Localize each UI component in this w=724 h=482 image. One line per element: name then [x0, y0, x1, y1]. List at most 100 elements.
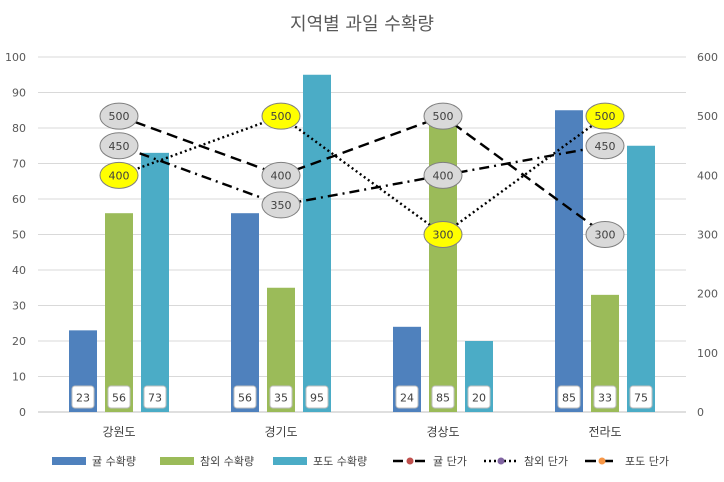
legend-marker — [497, 457, 505, 465]
line-label: 500 — [433, 110, 454, 123]
line-label: 500 — [109, 110, 130, 123]
legend-swatch — [273, 457, 307, 465]
category-label: 경상도 — [426, 425, 459, 439]
bar-label-box — [305, 385, 329, 409]
line-label: 400 — [109, 169, 130, 182]
bar-label-box — [71, 385, 95, 409]
bar-label: 33 — [598, 392, 612, 405]
bar — [105, 213, 133, 412]
right-tick-label: 100 — [697, 347, 718, 360]
line-series-path — [118, 114, 606, 236]
bar-label-box — [557, 385, 581, 409]
line-label-bubble — [99, 132, 139, 160]
left-tick-label: 60 — [12, 193, 26, 206]
legend-marker — [598, 457, 606, 465]
left-tick-label: 20 — [12, 335, 26, 348]
bar-label: 20 — [472, 392, 486, 405]
line-label-bubble — [585, 221, 625, 248]
bar — [429, 110, 457, 412]
bar-label-box — [395, 385, 419, 409]
left-tick-label: 30 — [12, 300, 26, 313]
legend-label: 포도 단가 — [625, 455, 669, 468]
bar-label: 85 — [436, 392, 450, 405]
bar-label: 75 — [634, 392, 648, 405]
legend-marker — [406, 457, 414, 465]
legend: 귤 수확량 참외 수확량 포도 수확량 귤 단가 참외 단가 포도 단가 — [52, 455, 669, 468]
bar-label-box — [593, 385, 617, 409]
legend-label: 귤 수확량 — [92, 455, 136, 468]
bar-label-box — [143, 385, 167, 409]
line-label: 450 — [109, 140, 130, 153]
legend-label: 귤 단가 — [433, 455, 467, 468]
line-label: 400 — [271, 169, 292, 182]
bar-label-box — [107, 385, 131, 409]
line-label-bubble — [261, 191, 301, 219]
legend-label: 참외 수확량 — [200, 455, 254, 468]
left-tick-label: 90 — [12, 87, 26, 100]
bar-label-box — [233, 385, 257, 409]
line-label: 500 — [595, 110, 616, 123]
left-y-axis: 0 10 20 30 40 50 60 70 80 90 100 — [5, 51, 26, 419]
line-label-bubble — [585, 102, 625, 130]
line-series-path — [118, 114, 606, 236]
right-tick-label: 500 — [697, 110, 718, 123]
line-label-bubble — [261, 102, 301, 130]
legend-swatch — [52, 457, 86, 465]
bar-label: 95 — [310, 392, 324, 405]
bar-label: 23 — [76, 392, 90, 405]
bar — [303, 74, 331, 412]
right-y-axis: 0 100 200 300 400 500 600 — [697, 51, 718, 419]
right-tick-label: 400 — [697, 169, 718, 182]
right-tick-label: 300 — [697, 229, 718, 242]
legend-label: 포도 수확량 — [313, 455, 367, 468]
left-tick-label: 80 — [12, 122, 26, 135]
category-label: 강원도 — [102, 425, 135, 439]
line-label-bubble — [99, 102, 139, 130]
bar-label-box — [431, 385, 455, 409]
bar-label: 85 — [562, 392, 576, 405]
left-tick-label: 50 — [12, 229, 26, 242]
bar-label: 73 — [148, 392, 162, 405]
right-tick-label: 600 — [697, 51, 718, 64]
line-label-bubble — [261, 161, 301, 189]
bar-label: 56 — [112, 392, 126, 405]
bar-label-box — [629, 385, 653, 409]
line-label-bubble — [99, 161, 139, 189]
line-label: 350 — [271, 199, 292, 212]
right-tick-label: 0 — [697, 406, 704, 419]
bar — [231, 213, 259, 412]
line-series-path — [118, 144, 606, 207]
bar — [141, 152, 169, 412]
left-tick-label: 40 — [12, 264, 26, 277]
bar-label: 56 — [238, 392, 252, 405]
line-label-bubble — [585, 132, 625, 160]
bar-label: 35 — [274, 392, 288, 405]
line-label: 450 — [595, 140, 616, 153]
legend-swatch — [160, 457, 194, 465]
left-tick-label: 0 — [19, 406, 26, 419]
category-label: 경기도 — [264, 425, 297, 439]
line-label: 300 — [433, 229, 454, 242]
category-axis: 강원도 경기도 경상도 전라도 — [102, 425, 621, 439]
line-series — [118, 114, 606, 236]
line-label-bubble — [423, 221, 463, 248]
line-label: 500 — [271, 110, 292, 123]
line-label: 300 — [595, 229, 616, 242]
line-data-labels: 450 350 400 450 400 500 300 500 500 400 500 300 — [99, 102, 625, 248]
right-tick-label: 200 — [697, 288, 718, 301]
bar — [627, 145, 655, 412]
line-label-bubble — [423, 102, 463, 130]
line-label-bubble — [423, 161, 463, 189]
legend-label: 참외 단가 — [524, 455, 568, 468]
left-tick-label: 70 — [12, 158, 26, 171]
chart-title: 지역별 과일 수확량 — [290, 14, 434, 35]
bar-label: 24 — [400, 392, 414, 405]
line-label: 400 — [433, 169, 454, 182]
bar-series — [69, 74, 655, 412]
bar-label-box — [467, 385, 491, 409]
category-label: 전라도 — [588, 425, 621, 439]
bar-label-box — [269, 385, 293, 409]
left-tick-label: 10 — [12, 371, 26, 384]
